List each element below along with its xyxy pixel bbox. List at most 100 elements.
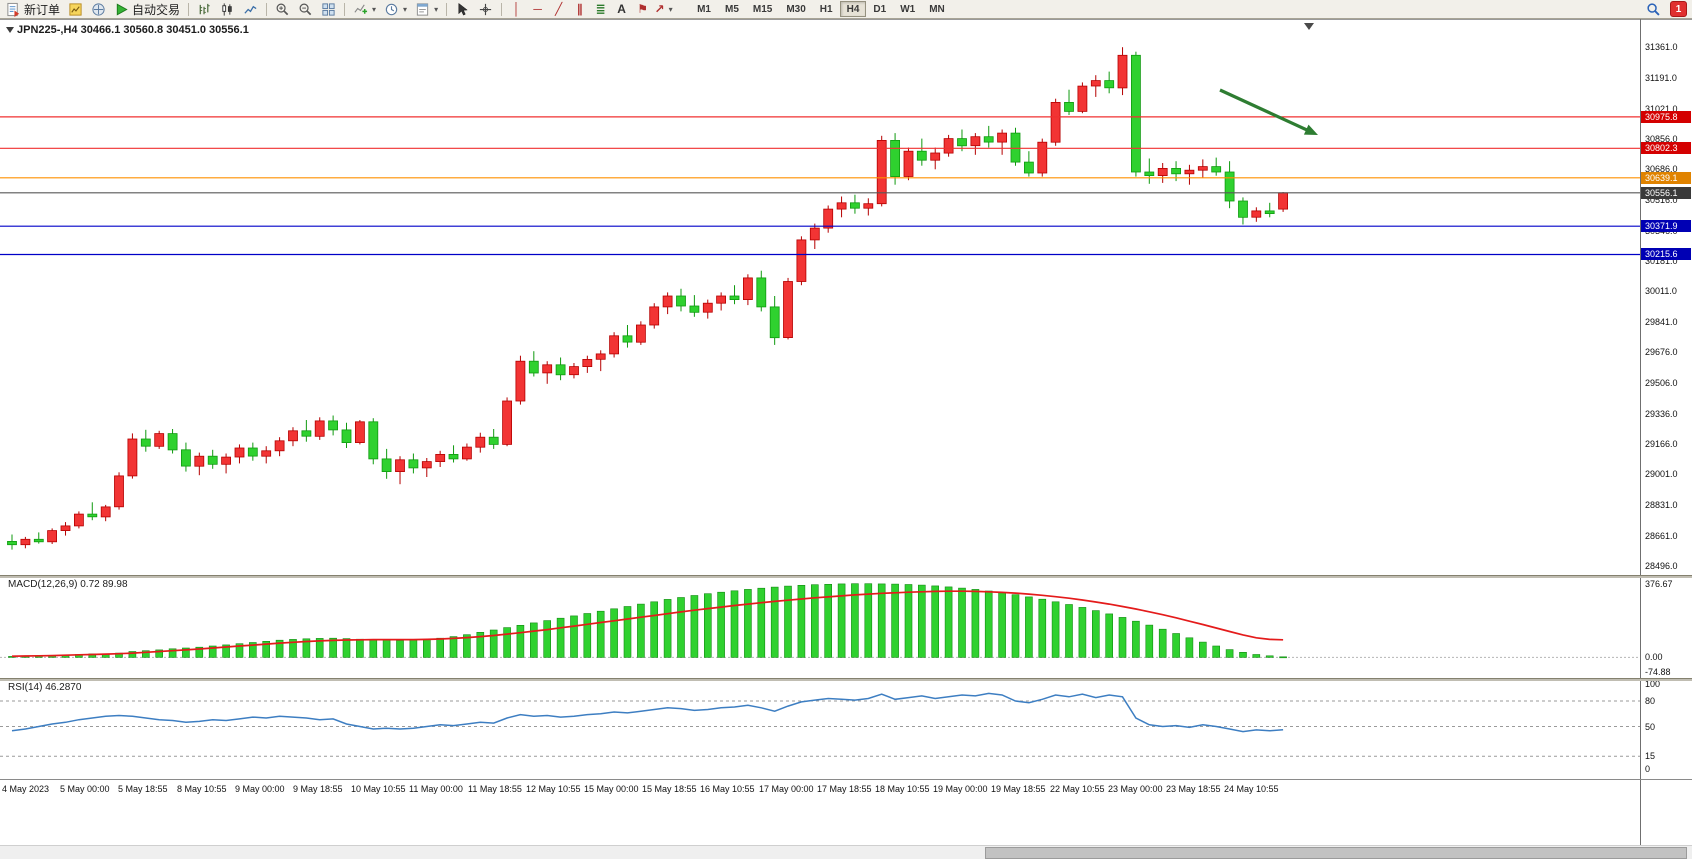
candle [863,203,874,209]
arrows-button[interactable]: ↗ ▾ [653,1,674,18]
candle [1251,210,1262,218]
candle [421,461,432,469]
candle [542,364,553,374]
new-order-icon [7,2,20,17]
search-icon [1647,2,1660,16]
timeframe-button-M5[interactable]: M5 [718,1,746,17]
timeframe-button-H4[interactable]: H4 [839,1,867,17]
navigator-button[interactable] [87,1,110,18]
crosshair-button[interactable] [474,1,497,18]
candle [1117,54,1128,89]
candle [127,438,138,477]
macd-signal-line [11,590,1284,658]
toolbar-separator [188,2,190,16]
zoom-out-button[interactable] [294,1,317,18]
notification-badge[interactable]: 1 [1670,1,1687,17]
scrollbar-thumb[interactable] [985,847,1687,859]
trendline-button[interactable]: ╱ [548,1,569,18]
candle [288,430,298,442]
candle [876,139,887,205]
timeframe-button-M30[interactable]: M30 [779,1,812,17]
panel-splitter-rsi[interactable] [0,678,1692,681]
fibonacci-button[interactable]: ≣ [590,1,611,18]
candle [207,455,218,465]
candle [555,364,566,376]
candle [354,421,365,443]
line-chart-button[interactable] [239,1,262,18]
candle [916,150,927,161]
fibonacci-icon: ≣ [595,2,606,16]
arrows-tool-icon: ↗ [654,2,665,16]
candlestick-chart-icon [222,2,232,16]
cursor-button[interactable] [451,1,474,18]
horizontal-scrollbar[interactable] [0,845,1692,859]
candle [943,138,954,154]
candle [234,447,245,458]
chart-shift-marker[interactable] [1304,23,1314,30]
vertical-line-button[interactable]: │ [506,1,527,18]
channel-button[interactable]: ∥ [569,1,590,18]
text-label-icon: ⚑ [637,2,648,16]
templates-button[interactable]: ▾ [411,1,442,18]
market-watch-button[interactable] [64,1,87,18]
candle [1077,85,1088,112]
candle [890,139,900,177]
candle [622,335,633,343]
candle [836,202,847,210]
timeframe-button-MN[interactable]: MN [922,1,952,17]
indicators-button[interactable]: ▾ [349,1,380,18]
timeframe-button-W1[interactable]: W1 [893,1,922,17]
candle [114,475,124,508]
tile-windows-icon [322,2,335,16]
candle [381,458,392,472]
new-order-button[interactable]: 新订单 [2,1,64,18]
timeframe-button-M15[interactable]: M15 [746,1,779,17]
zoom-out-icon [299,3,312,15]
candle [1238,200,1248,218]
line-chart-icon [244,5,257,14]
toolbar-separator [266,2,268,16]
candle [1104,80,1115,89]
candle [1264,210,1275,214]
timeframe-button-H1[interactable]: H1 [813,1,840,17]
candle [395,459,405,472]
candle [274,440,285,452]
horizontal-line-button[interactable]: ─ [527,1,548,18]
candle [47,530,57,543]
price-level-lines [0,116,1640,256]
trend-arrow-annotation[interactable] [1219,88,1318,135]
text-button[interactable]: A [611,1,632,18]
toolbar-separator [501,2,503,16]
periods-button[interactable]: ▾ [380,1,411,18]
candle [261,450,272,457]
chart-background [0,19,1692,858]
candle [970,136,981,147]
chevron-down-icon: ▾ [403,4,408,14]
candle [1024,161,1034,174]
search-button[interactable] [1642,1,1665,18]
candle [649,306,660,326]
tile-windows-button[interactable] [317,1,340,18]
zoom-in-icon [276,3,289,15]
candle [435,453,446,462]
candle [528,360,539,374]
panel-splitter-macd[interactable] [0,575,1692,578]
candle [1211,166,1222,173]
candle [783,281,793,338]
timeframe-button-M1[interactable]: M1 [690,1,718,17]
autotrade-label: 自动交易 [132,2,181,17]
candlestick-chart-button[interactable] [216,1,239,18]
candle [729,295,740,300]
trendline-icon: ╱ [554,2,563,16]
timeframe-button-D1[interactable]: D1 [866,1,893,17]
candle [1037,141,1048,174]
candle [7,541,17,546]
zoom-in-button[interactable] [271,1,294,18]
candle [301,430,312,437]
candle [247,447,258,457]
candle [328,420,339,431]
text-label-button[interactable]: ⚑ [632,1,653,18]
bar-chart-button[interactable] [193,1,216,18]
autotrade-button[interactable]: 自动交易 [110,1,184,18]
